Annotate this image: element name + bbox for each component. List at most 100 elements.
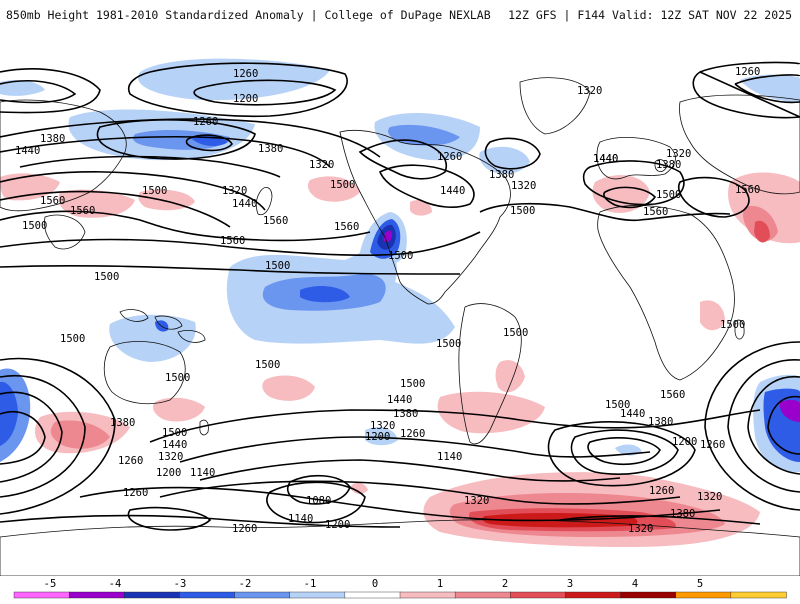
contour-label: 1500 — [388, 250, 413, 262]
colorbar-tick-labels: -5 -4 -3 -2 -1 0 1 2 3 4 5 — [44, 578, 703, 590]
contour-label: 1440 — [162, 439, 187, 451]
anomaly-shading — [0, 58, 800, 547]
contour-label: 1260 — [233, 68, 258, 80]
contour-label: 1440 — [387, 394, 412, 406]
contour-label: 1200 — [672, 436, 697, 448]
contour-label: 1080 — [306, 495, 331, 507]
contour-label: 1560 — [70, 205, 95, 217]
colorbar-swatch — [289, 591, 346, 599]
contour-label: 1380 — [393, 408, 418, 420]
contour-label: 1500 — [720, 319, 745, 331]
contour-label: 1500 — [22, 220, 47, 232]
height-contours — [0, 61, 800, 531]
contour-label: 1320 — [511, 180, 536, 192]
colorbar-tick-label: -5 — [44, 578, 57, 590]
contour-label: 1560 — [660, 389, 685, 401]
contour-label: 1560 — [220, 235, 245, 247]
colorbar-tick-label: 2 — [502, 578, 508, 590]
contour-label: 1200 — [233, 93, 258, 105]
contour-label: 1320 — [370, 420, 395, 432]
contour-label: 1440 — [593, 153, 618, 165]
colorbar-tick-label: -2 — [239, 578, 252, 590]
colorbar-swatch — [179, 591, 236, 599]
contour-label: 1380 — [656, 159, 681, 171]
colorbar-tick-label: 3 — [567, 578, 573, 590]
contour-label: 1500 — [165, 372, 190, 384]
contour-label: 1260 — [193, 116, 218, 128]
contour-label: 1500 — [436, 338, 461, 350]
contour-label: 1140 — [437, 451, 462, 463]
colorbar-tick-label: 0 — [372, 578, 378, 590]
colorbar-swatches — [13, 591, 787, 599]
contour-label: 1260 — [118, 455, 143, 467]
contour-label: 1380 — [648, 416, 673, 428]
colorbar-swatch — [510, 591, 567, 599]
contour-label: 1440 — [232, 198, 257, 210]
contour-label: 1500 — [94, 271, 119, 283]
contour-label: 1260 — [123, 487, 148, 499]
map-title: 850mb Height 1981-2010 Standardized Anom… — [6, 8, 491, 22]
contour-label: 1560 — [334, 221, 359, 233]
colorbar-swatch — [730, 591, 787, 599]
colorbar-tick-label: 4 — [632, 578, 638, 590]
contour-label: 1320 — [577, 85, 602, 97]
contour-label: 1500 — [510, 205, 535, 217]
contour-label: 1320 — [309, 159, 334, 171]
colorbar-swatch — [234, 591, 291, 599]
contour-label: 1320 — [158, 451, 183, 463]
contour-label: 1200 — [365, 431, 390, 443]
contour-label: 1500 — [503, 327, 528, 339]
anomaly-negative-arctic — [138, 58, 330, 101]
contour-label: 1140 — [288, 513, 313, 525]
contour-label: 1260 — [400, 428, 425, 440]
colorbar-tick-label: -3 — [174, 578, 187, 590]
contour-label: 1200 — [156, 467, 181, 479]
contour-label: 1380 — [40, 133, 65, 145]
contour-labels: 1260 1200 1260 1260 1320 1380 1380 1320 … — [15, 66, 760, 535]
contour-label: 1260 — [437, 151, 462, 163]
contour-label: 1260 — [700, 439, 725, 451]
contour-label: 1500 — [142, 185, 167, 197]
contour-label: 1500 — [330, 179, 355, 191]
contour-label: 1140 — [190, 467, 215, 479]
anomaly-positive-sh-pacific — [262, 375, 315, 401]
contour-label: 1500 — [400, 378, 425, 390]
contour-label: 1380 — [670, 508, 695, 520]
contour-label: 1500 — [162, 427, 187, 439]
colorbar-swatch — [620, 591, 677, 599]
colorbar-swatch — [454, 591, 511, 599]
colorbar-swatch — [13, 591, 70, 599]
colorbar-swatch — [399, 591, 456, 599]
contour-label: 1380 — [110, 417, 135, 429]
contour-label: 1320 — [464, 495, 489, 507]
contour-label: 1560 — [263, 215, 288, 227]
contour-label: 1260 — [232, 523, 257, 535]
contour-label: 1320 — [666, 148, 691, 160]
colorbar-swatch — [565, 591, 622, 599]
contour-label: 1500 — [605, 399, 630, 411]
contour-label: 1500 — [255, 359, 280, 371]
contour-label: 1260 — [649, 485, 674, 497]
colorbar-swatch — [68, 591, 125, 599]
contour-label: 1560 — [643, 206, 668, 218]
contour-label: 1500 — [265, 260, 290, 272]
contour-label: 1380 — [258, 143, 283, 155]
contour-label: 1560 — [735, 184, 760, 196]
colorbar-tick-label: -1 — [304, 578, 317, 590]
contour-label: 1260 — [735, 66, 760, 78]
contour-label: 1440 — [620, 408, 645, 420]
contour-label: 1200 — [325, 519, 350, 531]
anomaly-map: 1260 1200 1260 1260 1320 1380 1380 1320 … — [0, 42, 800, 576]
colorbar-tick-label: 1 — [437, 578, 443, 590]
contour-label: 1500 — [60, 333, 85, 345]
anomaly-colorbar: -5 -4 -3 -2 -1 0 1 2 3 4 5 — [0, 576, 800, 600]
colorbar-tick-label: 5 — [697, 578, 703, 590]
colorbar-tick-label: -4 — [109, 578, 122, 590]
model-run-info: 12Z GFS | F144 Valid: 12Z SAT NOV 22 202… — [508, 8, 792, 22]
contour-label: 1500 — [656, 189, 681, 201]
contour-label: 1320 — [628, 523, 653, 535]
colorbar-swatch — [675, 591, 732, 599]
contour-label: 1440 — [440, 185, 465, 197]
contour-label: 1440 — [593, 153, 618, 165]
colorbar-swatch — [344, 591, 401, 599]
